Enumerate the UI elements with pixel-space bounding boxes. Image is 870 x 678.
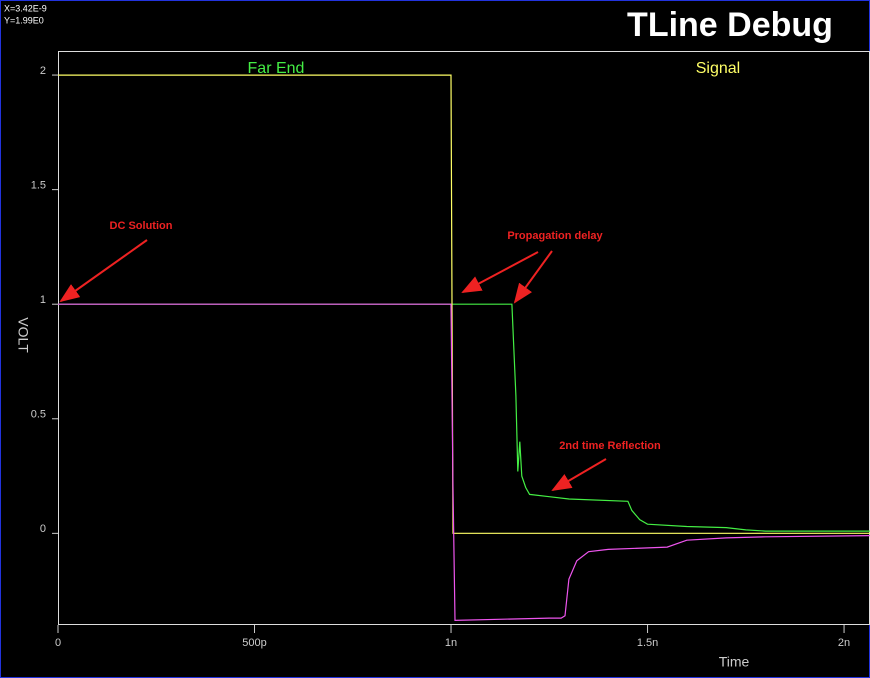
arrow bbox=[59, 239, 148, 303]
x-axis-label: Time bbox=[719, 654, 750, 670]
cursor-x: X=3.42E-9 bbox=[4, 3, 47, 13]
cursor-y: Y=1.99E0 bbox=[4, 15, 44, 25]
annotation: DC Solution bbox=[110, 220, 173, 232]
annotation: Propagation delay bbox=[507, 230, 603, 242]
y-axis-label: VOLT bbox=[15, 317, 31, 353]
series-line bbox=[58, 303, 870, 622]
x-tick-label: 1n bbox=[445, 637, 457, 649]
x-tick-label: 2n bbox=[838, 637, 850, 649]
y-tick-label: 2 bbox=[40, 65, 46, 77]
y-tick-label: 0 bbox=[40, 523, 46, 535]
y-tick-label: 0.5 bbox=[31, 409, 46, 421]
x-tick-label: 1.5n bbox=[637, 637, 658, 649]
series-line bbox=[58, 303, 870, 532]
legend-entry: Far End bbox=[248, 60, 305, 77]
series-line bbox=[58, 74, 870, 534]
arrow bbox=[513, 250, 553, 304]
x-tick-label: 500p bbox=[242, 637, 266, 649]
y-tick-label: 1 bbox=[40, 294, 46, 306]
y-tick-label: 1.5 bbox=[31, 180, 46, 192]
chart-title: TLine Debug bbox=[627, 6, 833, 44]
legend-entry: Signal bbox=[696, 60, 740, 77]
x-tick-label: 0 bbox=[55, 637, 61, 649]
arrow bbox=[551, 458, 607, 492]
arrow bbox=[461, 251, 539, 293]
annotation: 2nd time Reflection bbox=[559, 440, 661, 452]
